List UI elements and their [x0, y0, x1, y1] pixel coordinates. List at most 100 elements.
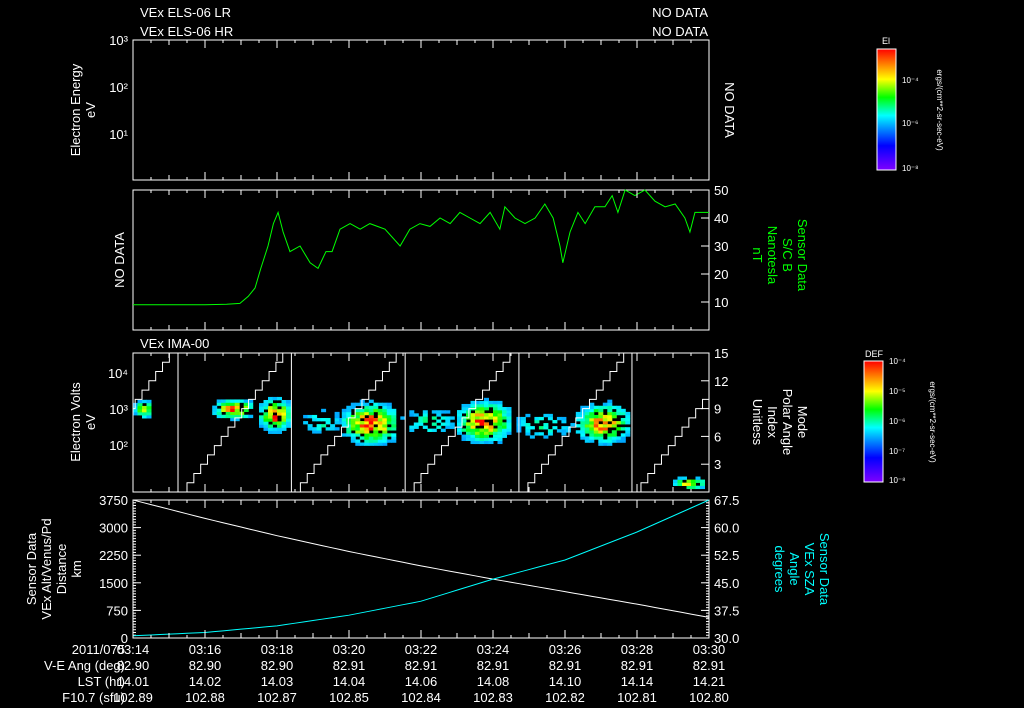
spectrogram-cell — [422, 416, 428, 420]
spectrogram-cell — [589, 436, 595, 440]
spectrogram-cell — [584, 408, 590, 413]
spectrogram-cell — [259, 424, 264, 428]
spectrogram-cell — [286, 421, 291, 425]
spectrogram-cell — [584, 439, 590, 443]
spectrogram-cell — [625, 414, 631, 419]
els-lr-status: NO DATA — [652, 5, 708, 20]
spectrogram-cell — [355, 433, 361, 437]
spectrogram-cell — [316, 417, 322, 422]
spectrogram-cell — [391, 424, 397, 428]
spectrogram-cell — [386, 421, 392, 425]
spectrogram-cell — [364, 421, 370, 425]
ima-ylabel-1: Electron Volts — [68, 382, 83, 462]
spectrogram-cell — [691, 482, 696, 486]
spectrogram-cell — [449, 422, 455, 426]
spectrogram-cell — [413, 413, 419, 417]
spectrogram-cell — [525, 429, 531, 433]
spectrogram-cell — [259, 403, 264, 407]
spectrogram-cell — [607, 417, 613, 422]
spectrogram-cell — [589, 411, 595, 416]
spectrogram-cell — [484, 422, 489, 426]
spectrogram-cell — [584, 417, 590, 422]
spectrogram-cell — [589, 417, 595, 422]
ephemeris-value: 82.91 — [549, 658, 582, 673]
spectrogram-cell — [239, 399, 245, 403]
ephemeris-value: 102.81 — [617, 690, 657, 705]
spectrogram-cell — [431, 410, 437, 414]
spectrogram-cell — [484, 440, 489, 445]
spectrogram-cell — [479, 431, 485, 435]
spectrogram-cell — [307, 427, 313, 431]
spectrogram-cell — [286, 406, 291, 410]
ephemeris-value: 82.91 — [405, 658, 438, 673]
spectrogram-cell — [695, 476, 701, 480]
spectrogram-cell — [142, 405, 147, 410]
spectrogram-cell — [580, 405, 586, 410]
spectrogram-cell — [506, 419, 512, 423]
spectrogram-cell — [386, 427, 392, 431]
spectrogram-cell — [386, 414, 392, 419]
spectrogram-cell — [461, 428, 467, 432]
orbit-ytick-label: 750 — [106, 603, 128, 618]
spectrogram-cell — [339, 421, 345, 425]
spectrogram-cell — [682, 482, 687, 486]
spectrogram-cell — [445, 410, 451, 414]
spectrogram-cell — [475, 416, 480, 420]
spectrogram-cell — [611, 424, 617, 428]
spectrogram-cell — [580, 424, 586, 428]
spectrogram-cell — [272, 421, 278, 425]
spectrogram-cell — [413, 425, 419, 429]
spectrogram-cell — [391, 414, 397, 419]
spectrogram-cell — [493, 428, 498, 432]
polar-angle-line — [521, 352, 631, 493]
orbit-rtick-label: 45.0 — [714, 576, 739, 591]
spectrogram-cell — [364, 433, 370, 437]
spectrogram-cell — [272, 418, 278, 422]
spectrogram-cell — [589, 424, 595, 428]
orbit-rtick-label: 67.5 — [714, 493, 739, 508]
spectrogram-cell — [479, 428, 485, 432]
spectrogram-cell — [346, 421, 352, 425]
spectrogram-cell — [580, 430, 586, 434]
spectrogram-cell — [479, 434, 485, 438]
ephemeris-value: 102.87 — [257, 690, 297, 705]
spectrogram-cell — [350, 414, 356, 419]
spectrogram-cell — [373, 442, 379, 446]
spectrogram-cell — [475, 407, 480, 411]
spectrogram-cell — [479, 400, 485, 405]
spectrogram-cell — [391, 433, 397, 437]
ima-panel: VEx IMA-00 Electron Volts eV 10⁴ 10³ 10²… — [68, 336, 810, 493]
ephemeris-label: F10.7 (sfu) — [62, 690, 125, 705]
spectrogram-cell — [475, 400, 480, 405]
spectrogram-cell — [625, 411, 631, 416]
spectrogram-cell — [700, 479, 705, 483]
spectrogram-cell — [248, 405, 254, 409]
spectrogram-cell — [598, 414, 604, 419]
ephemeris-value: 102.80 — [689, 690, 729, 705]
spectrogram-cell — [580, 427, 586, 431]
spectrogram-cell — [620, 427, 626, 431]
spectrogram-cell — [607, 439, 613, 443]
spectrogram-cell — [561, 432, 567, 436]
spectrogram-cell — [281, 409, 287, 413]
spectrogram-cell — [312, 417, 318, 422]
spectrogram-cell — [341, 421, 347, 425]
spectrogram-cell — [440, 416, 446, 420]
spectrogram-cell — [272, 430, 278, 434]
spectrogram-cell — [230, 402, 236, 406]
spectrogram-cell — [457, 422, 462, 426]
spectrogram-cell — [307, 424, 313, 428]
spectrogram-cell — [316, 424, 322, 428]
spectrogram-cell — [382, 414, 388, 419]
els-hr-title: VEx ELS-06 HR — [140, 24, 233, 39]
spectrogram-cell — [611, 421, 617, 425]
spectrogram-cell — [268, 415, 273, 419]
spectrogram-cell — [561, 429, 567, 433]
els-ylabel-1: Electron Energy — [68, 63, 83, 156]
spectrogram-cell — [602, 405, 608, 410]
spectrogram-cell — [268, 424, 273, 428]
spectrogram-cell — [146, 415, 152, 419]
spectrogram-cell — [484, 403, 489, 408]
spectrogram-cell — [277, 424, 282, 428]
